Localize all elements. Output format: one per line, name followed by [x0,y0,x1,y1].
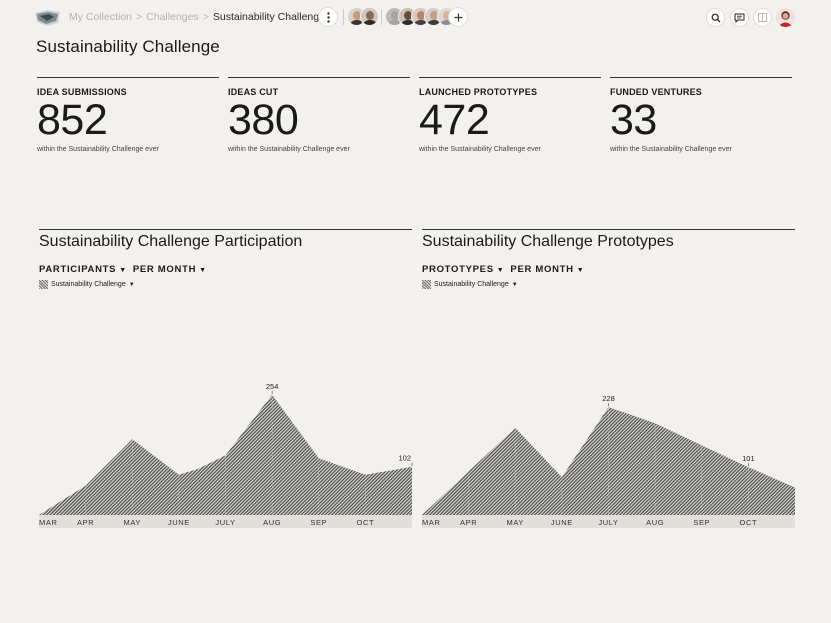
owner-avatars[interactable] [347,7,379,26]
x-tick-label: APR [460,518,477,527]
kpi-subtitle: within the Sustainability Challenge ever [37,146,159,153]
chart-title: Sustainability Challenge Participation [39,229,412,251]
x-tick-label: JULY [598,518,618,527]
caret-down-icon: ▼ [576,267,585,274]
caret-down-icon: ▼ [511,281,518,288]
series-dropdown[interactable]: Sustainability Challenge ▼ [39,280,412,289]
kpi-label: IDEAS CUT [228,87,279,97]
kpi-subtitle: within the Sustainability Challenge ever [228,146,350,153]
chart-controls: PARTICIPANTS ▼ PER MONTH ▼ [39,264,412,275]
kpi-subtitle: within the Sustainability Challenge ever [610,146,732,153]
divider [343,9,344,25]
period-dropdown[interactable]: PER MONTH ▼ [510,264,585,275]
member-avatars[interactable] [385,7,456,26]
caret-down-icon: ▼ [199,267,207,274]
search-icon [711,13,720,22]
kpi-value: 33 [610,96,657,144]
chart-title: Sustainability Challenge Prototypes [422,229,795,251]
kpi-value: 472 [419,96,490,144]
x-axis-band [39,515,412,528]
x-tick-label: SEP [310,518,327,527]
area-series [39,394,412,515]
data-label: 101 [742,454,755,463]
breadcrumb-link-collection[interactable]: My Collection [69,11,133,23]
kpi-ideas-cut: IDEAS CUT 380 within the Sustainability … [228,77,410,153]
x-tick-label: MAY [124,518,142,527]
legend-label: Sustainability Challenge [51,281,126,288]
grid-icon [758,13,767,22]
metric-dropdown[interactable]: PROTOTYPES ▼ [422,264,505,275]
avatar[interactable] [360,7,379,26]
kpi-subtitle: within the Sustainability Challenge ever [419,146,541,153]
add-member-button[interactable] [448,7,468,27]
series-dropdown[interactable]: Sustainability Challenge ▼ [422,280,795,289]
x-tick-label: OCT [740,518,758,527]
top-bar: My Collection > Challenges > Sustainability … [0,0,831,36]
x-tick-label: MAY [507,518,525,527]
x-tick-label: APR [77,518,94,527]
kpi-label: LAUNCHED PROTOTYPES [419,87,538,97]
x-tick-label: MAR [39,518,57,527]
x-tick-label: SEP [693,518,710,527]
x-tick-label: AUG [646,518,664,527]
legend-swatch [422,280,431,289]
caret-down-icon: ▼ [496,267,505,274]
grid-view-button[interactable] [753,8,772,27]
data-label: 228 [602,394,615,403]
x-tick-label: AUG [263,518,281,527]
breadcrumb-link-challenges[interactable]: Challenges [146,11,199,23]
data-label: 102 [398,454,411,463]
x-tick-label: JULY [215,518,235,527]
kpi-label: FUNDED VENTURES [610,87,703,97]
x-tick-label: JUNE [168,518,190,527]
page-title: Sustainability Challenge [36,37,220,56]
x-axis-band [422,515,795,528]
kpi-idea-submissions: IDEA SUBMISSIONS 852 within the Sustaina… [37,77,219,153]
period-dropdown[interactable]: PER MONTH ▼ [132,264,207,275]
app-logo-icon[interactable] [34,9,61,27]
caret-down-icon: ▼ [128,281,135,288]
kpi-funded-ventures: FUNDED VENTURES 33 within the Sustainabi… [610,77,792,153]
comments-button[interactable] [730,8,749,27]
participation-chart-panel: Sustainability Challenge Participation P… [39,229,413,528]
kpi-label: IDEA SUBMISSIONS [37,87,127,97]
breadcrumb-current: Sustainability Challenge [212,11,325,23]
prototypes-chart-panel: Sustainability Challenge Prototypes PROT… [422,229,795,528]
legend-label: Sustainability Challenge [434,281,509,288]
chart-controls: PROTOTYPES ▼ PER MONTH ▼ [422,264,795,275]
x-tick-label: MAR [422,518,440,527]
participation-area-chart: MAR APR MAY JUNE JULY AUG SEP OCT 254 102 [39,382,413,528]
x-tick-label: OCT [357,518,375,527]
kpi-launched-prototypes: LAUNCHED PROTOTYPES 472 within the Susta… [419,77,601,153]
data-label: 254 [266,382,279,391]
kpi-value: 380 [228,96,299,144]
search-button[interactable] [706,8,725,27]
x-tick-label: JUNE [551,518,573,527]
plus-icon [454,13,462,21]
divider [381,9,382,25]
breadcrumb: My Collection > Challenges > Sustainability … [69,11,325,23]
kpi-value: 852 [37,96,108,144]
chat-icon [734,13,745,23]
kebab-icon [326,11,330,23]
metric-dropdown[interactable]: PARTICIPANTS ▼ [39,264,127,275]
user-photo-icon [776,8,795,27]
more-options-button[interactable] [318,7,338,27]
legend-swatch [39,280,48,289]
user-avatar[interactable] [776,8,795,27]
prototypes-area-chart: MAR APR MAY JUNE JULY AUG SEP OCT 228 101 [422,389,795,528]
caret-down-icon: ▼ [119,267,127,274]
